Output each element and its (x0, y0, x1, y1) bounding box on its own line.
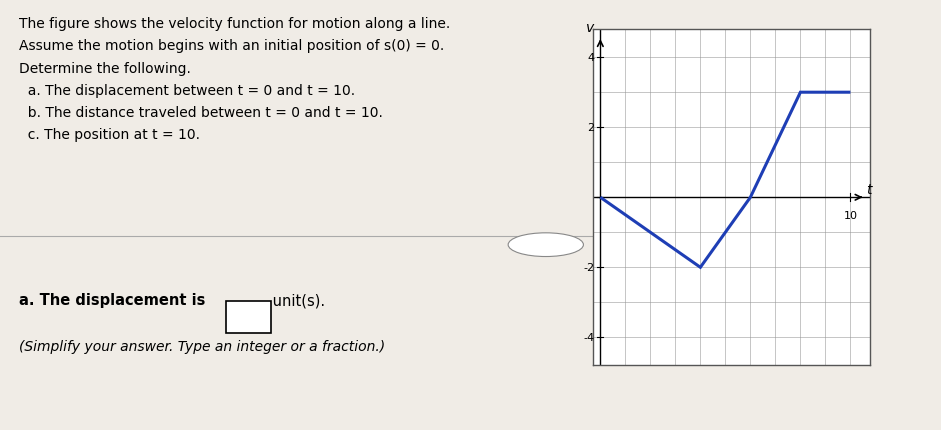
FancyBboxPatch shape (226, 301, 271, 333)
Text: -2: -2 (583, 263, 594, 273)
Text: 10: 10 (843, 210, 857, 220)
Text: unit(s).: unit(s). (268, 292, 326, 307)
Text: (Simplify your answer. Type an integer or a fraction.): (Simplify your answer. Type an integer o… (19, 340, 385, 353)
Text: t: t (867, 182, 872, 196)
Text: 2: 2 (587, 123, 594, 133)
Text: 4: 4 (587, 53, 594, 63)
Text: The figure shows the velocity function for motion along a line.
Assume the motio: The figure shows the velocity function f… (19, 17, 450, 142)
Text: ...: ... (541, 240, 550, 250)
Text: a. The displacement is: a. The displacement is (19, 292, 205, 307)
Text: v: v (586, 22, 595, 35)
Ellipse shape (508, 233, 583, 257)
Text: -4: -4 (583, 332, 594, 343)
